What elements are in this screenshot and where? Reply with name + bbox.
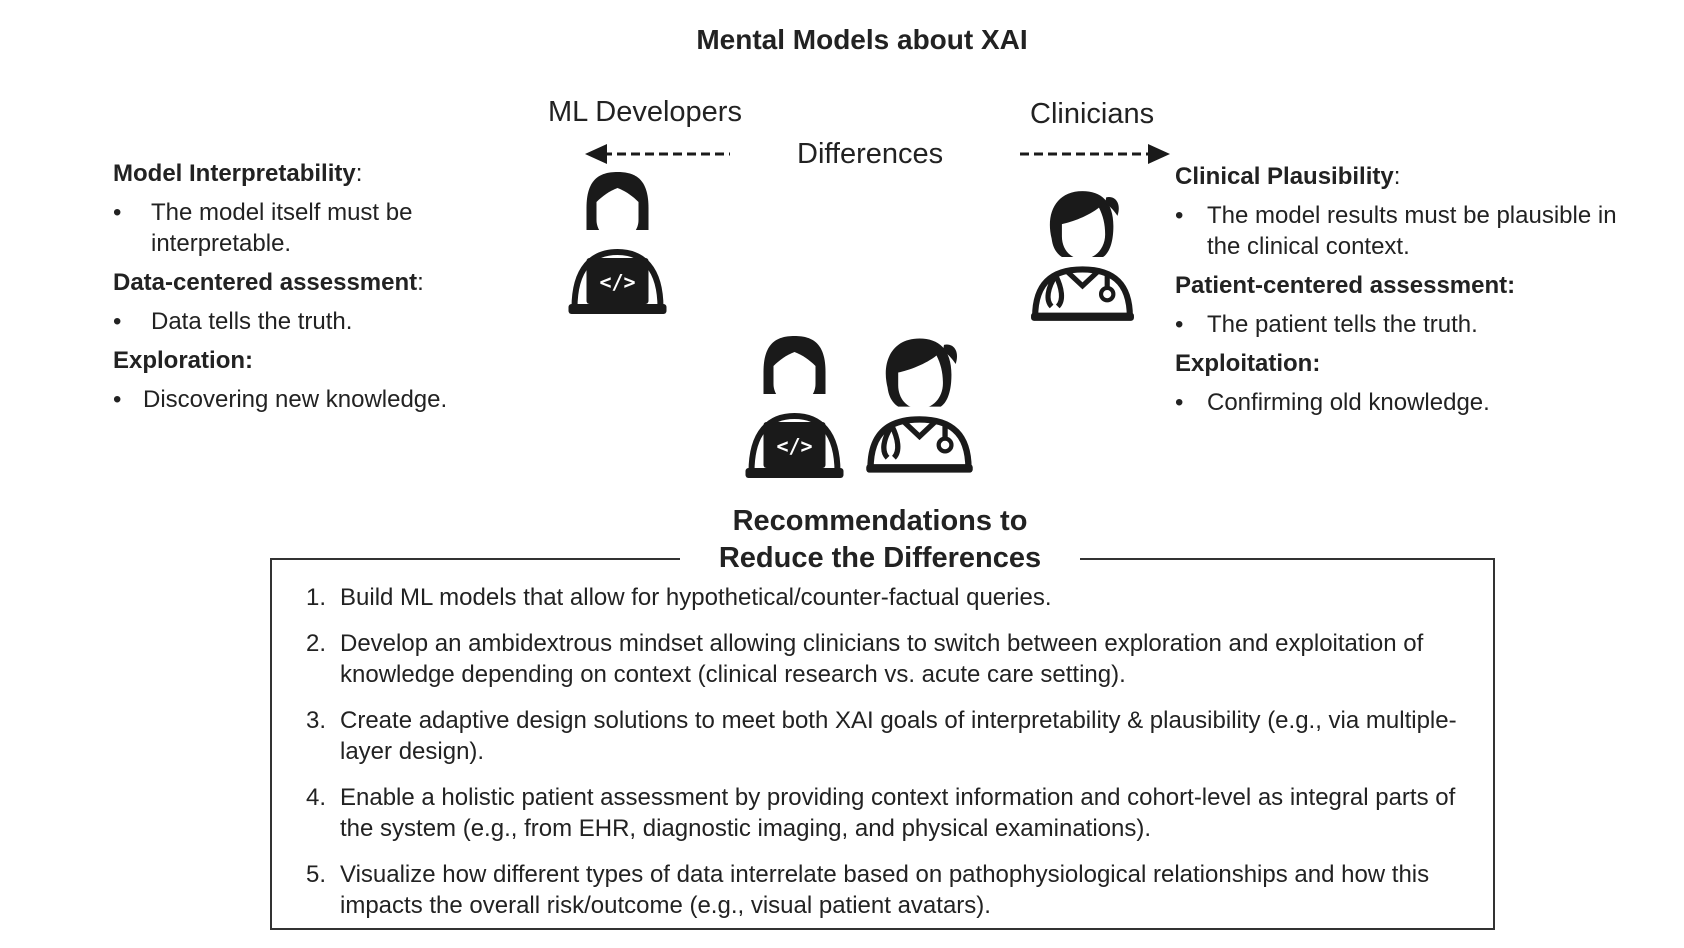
arrow-left-icon <box>585 144 730 164</box>
bullet-icon: • <box>113 386 122 413</box>
recommendation-number: 5. <box>306 861 327 888</box>
right-heading: Patient-centered assessment: <box>1175 272 1516 299</box>
right-heading: Clinical Plausibility <box>1175 163 1394 190</box>
right-section: Clinical Plausibility: • The model result… <box>1175 161 1684 262</box>
clinician-icon <box>1025 185 1140 325</box>
left-section: Data-centered assessment: • Data tells th… <box>113 267 633 337</box>
arrow-right-icon <box>1020 144 1170 164</box>
clinician-icon <box>862 332 977 477</box>
recommendation-number: 1. <box>306 584 327 611</box>
recommendation-item: 1. Build ML models that allow for hypothe… <box>300 582 1480 613</box>
recommendation-item: 2. Develop an ambidextrous mindset allowi… <box>300 628 1480 690</box>
right-section: Patient-centered assessment: • The patien… <box>1175 270 1684 340</box>
recommendation-text: Visualize how different types of data in… <box>340 861 1430 919</box>
recommendations-title-line2: Reduce the Differences <box>718 542 1042 574</box>
left-section: Model Interpretability: • The model itsel… <box>113 158 633 259</box>
recommendation-text: Build ML models that allow for hypotheti… <box>340 584 1052 611</box>
recommendation-item: 5. Visualize how different types of data … <box>300 859 1480 921</box>
recommendations-list: 1. Build ML models that allow for hypothe… <box>300 582 1480 936</box>
developer-icon <box>737 332 852 482</box>
left-heading-colon: : <box>355 160 363 187</box>
recommendations-title-line1: Recommendations to <box>732 505 1028 537</box>
ml-developers-label: ML Developers <box>548 96 742 128</box>
right-heading-colon: : <box>1393 163 1401 190</box>
right-bullet: The patient tells the truth. <box>1207 311 1478 338</box>
recommendation-text: Enable a holistic patient assessment by … <box>340 784 1456 842</box>
right-heading: Exploitation: <box>1175 350 1321 377</box>
recommendation-item: 4. Enable a holistic patient assessment b… <box>300 782 1480 844</box>
recommendation-text: Create adaptive design solutions to meet… <box>340 707 1457 765</box>
recommendations-title: Recommendations to Reduce the Difference… <box>680 503 1080 577</box>
bullet-icon: • <box>1175 389 1184 416</box>
right-bullet: Confirming old knowledge. <box>1207 389 1490 416</box>
ml-developers-panel: Model Interpretability: • The model itsel… <box>113 158 633 421</box>
left-heading: Data-centered assessment <box>113 269 418 296</box>
bullet-icon: • <box>1175 311 1184 338</box>
right-bullet: The model results must be plausible in t… <box>1207 202 1617 260</box>
left-bullet: Data tells the truth. <box>151 308 353 335</box>
clinicians-panel: Clinical Plausibility: • The model result… <box>1175 161 1684 424</box>
bullet-icon: • <box>113 308 122 335</box>
bullet-icon: • <box>113 199 122 226</box>
bullet-icon: • <box>1175 202 1184 229</box>
right-section: Exploitation: • Confirming old knowledge. <box>1175 348 1684 418</box>
left-bullet: Discovering new knowledge. <box>143 386 448 413</box>
recommendation-number: 4. <box>306 784 327 811</box>
recommendation-text: Develop an ambidextrous mindset allowing… <box>340 630 1424 688</box>
diagram-title: Mental Models about XAI <box>696 24 1028 55</box>
differences-label: Differences <box>797 138 944 170</box>
left-section: Exploration: • Discovering new knowledge. <box>113 345 633 415</box>
clinicians-label: Clinicians <box>1030 98 1155 130</box>
left-heading: Model Interpretability <box>113 160 356 187</box>
recommendation-number: 3. <box>306 707 327 734</box>
recommendation-item: 3. Create adaptive design solutions to me… <box>300 705 1480 767</box>
left-bullet: The model itself must be interpretable. <box>151 199 413 257</box>
left-heading: Exploration: <box>113 347 254 374</box>
recommendation-number: 2. <box>306 630 327 657</box>
left-heading-colon: : <box>417 269 424 296</box>
